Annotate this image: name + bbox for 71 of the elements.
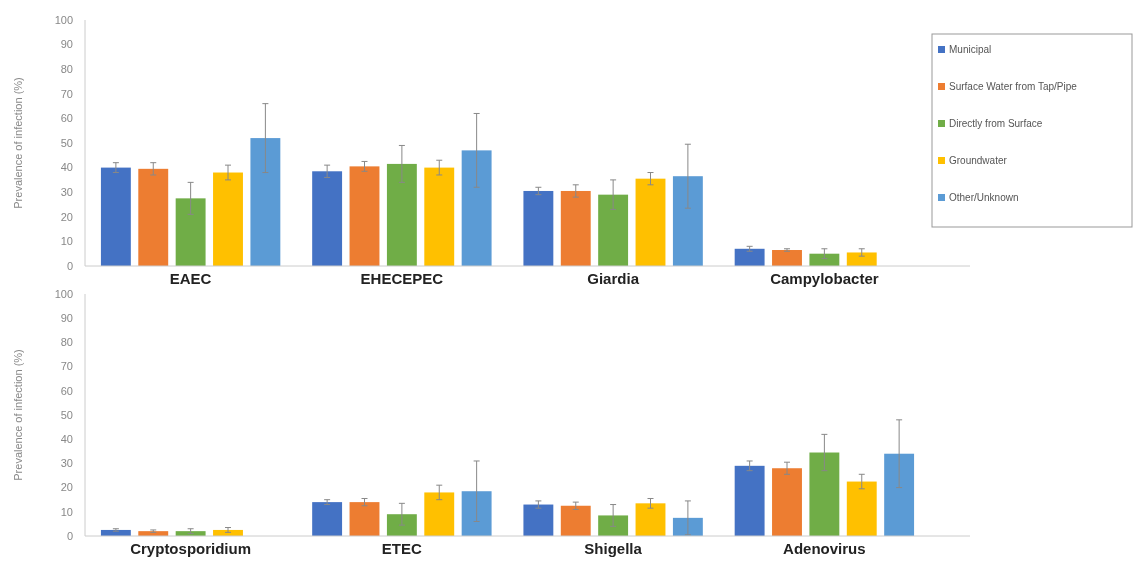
y-tick-label: 10: [60, 505, 73, 518]
bar: [884, 453, 915, 536]
bar: [846, 252, 877, 266]
bar: [386, 163, 417, 266]
y-tick-label: 40: [60, 161, 73, 174]
bar: [461, 150, 492, 266]
bar: [523, 190, 554, 266]
bar: [672, 176, 703, 266]
bar: [635, 178, 666, 266]
bar: [560, 190, 591, 266]
y-tick-label: 70: [60, 87, 73, 100]
x-tick-label: Shigella: [584, 540, 643, 557]
bar: [560, 505, 591, 536]
y-tick-label: 50: [60, 136, 73, 149]
y-tick-label: 20: [60, 481, 73, 494]
y-axis-title: Prevalence of infection (%): [12, 77, 24, 209]
legend-label: Surface Water from Tap/Pipe: [949, 81, 1078, 92]
y-tick-label: 10: [60, 235, 73, 248]
y-tick-label: 60: [60, 384, 73, 397]
bar: [312, 502, 343, 536]
y-tick-label: 0: [66, 529, 73, 542]
y-tick-label: 80: [60, 336, 73, 349]
y-tick-label: 90: [60, 38, 73, 51]
bar: [672, 517, 703, 536]
bar: [772, 250, 802, 266]
bar: [386, 514, 417, 536]
bar: [100, 167, 131, 266]
y-tick-label: 60: [60, 112, 73, 125]
bar: [250, 138, 281, 266]
bar: [312, 171, 343, 266]
legend-label: Groundwater: [949, 155, 1008, 166]
y-tick-label: 0: [66, 259, 73, 272]
bar: [175, 198, 206, 266]
x-tick-label: Giardia: [587, 270, 640, 287]
y-tick-label: 50: [60, 408, 73, 421]
y-tick-label: 100: [54, 287, 73, 300]
y-tick-label: 30: [60, 457, 73, 470]
bar: [523, 504, 554, 536]
x-tick-label: Campylobacter: [770, 270, 879, 287]
x-tick-label: Adenovirus: [783, 540, 866, 557]
legend-label: Municipal: [949, 44, 992, 55]
bar: [138, 168, 169, 266]
bar: [349, 166, 380, 266]
y-tick-label: 70: [60, 360, 73, 373]
bar: [213, 172, 243, 266]
x-tick-label: EAEC: [169, 270, 212, 287]
bar: [598, 194, 629, 266]
bar: [734, 465, 765, 536]
y-tick-label: 80: [60, 63, 73, 76]
legend-label: Other/Unknown: [949, 192, 1019, 203]
bar: [809, 452, 840, 536]
bar: [772, 468, 802, 536]
x-tick-label: EHECEPEC: [360, 270, 444, 287]
x-tick-label: Cryptosporidium: [130, 540, 252, 557]
y-tick-label: 100: [54, 13, 73, 26]
y-tick-label: 30: [60, 186, 73, 199]
bar: [734, 248, 765, 266]
y-axis-title: Prevalence of infection (%): [12, 349, 24, 481]
x-tick-label: ETEC: [381, 540, 423, 557]
bar: [424, 167, 455, 266]
bar: [846, 481, 877, 536]
bar: [461, 491, 492, 536]
bar: [809, 253, 840, 266]
y-tick-label: 20: [60, 210, 73, 223]
bar: [424, 492, 455, 536]
y-tick-label: 40: [60, 433, 73, 446]
bar: [598, 515, 629, 536]
bar: [349, 502, 380, 536]
legend-label: Directly from Surface: [949, 118, 1043, 129]
bar: [635, 503, 666, 536]
y-tick-label: 90: [60, 312, 73, 325]
